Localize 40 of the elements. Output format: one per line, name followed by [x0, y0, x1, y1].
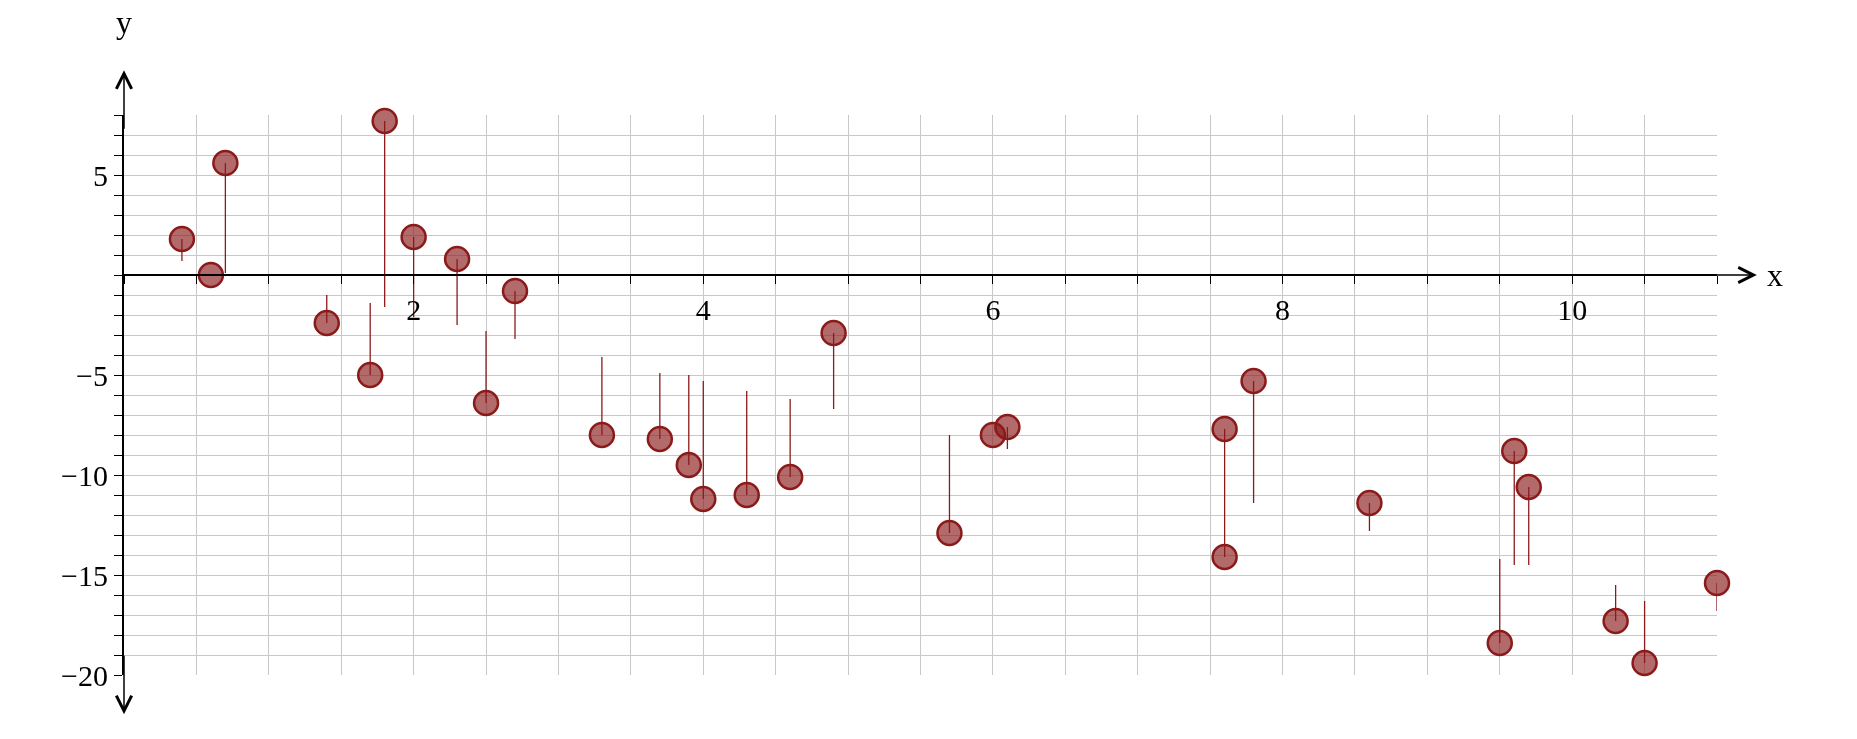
x-axis-title: x	[1767, 257, 1783, 293]
y-tick-label: −20	[61, 658, 108, 692]
point	[443, 245, 471, 273]
point	[1486, 629, 1514, 657]
point	[646, 425, 674, 453]
point	[168, 225, 196, 253]
y-tick-label: −5	[76, 358, 108, 392]
point	[1211, 415, 1238, 443]
point	[1240, 367, 1267, 395]
point	[501, 277, 529, 305]
point	[356, 361, 384, 389]
point	[733, 481, 760, 509]
point	[1501, 437, 1528, 465]
point	[588, 421, 616, 449]
point	[936, 519, 963, 547]
x-tick-label: 4	[695, 293, 711, 326]
point	[371, 107, 398, 135]
point	[1356, 489, 1383, 517]
point	[1211, 543, 1238, 571]
y-tick-label: −15	[61, 558, 108, 592]
point	[690, 485, 717, 513]
point	[212, 149, 239, 177]
x-tick-label: 10	[1557, 293, 1588, 326]
point	[197, 261, 225, 289]
point	[820, 319, 847, 347]
x-tick-label: 6	[985, 293, 1001, 326]
point	[313, 309, 340, 337]
point	[472, 389, 500, 417]
point	[994, 413, 1021, 441]
y-axis-title: y	[116, 4, 132, 40]
point	[1703, 569, 1731, 597]
point	[1602, 607, 1629, 635]
y-tick-label: −10	[61, 458, 108, 492]
point	[675, 451, 703, 479]
point	[1515, 473, 1542, 501]
point	[1631, 649, 1658, 677]
point	[400, 223, 427, 251]
point	[776, 463, 804, 491]
x-tick-label: 8	[1275, 293, 1291, 326]
y-tick-label: 5	[93, 158, 108, 192]
